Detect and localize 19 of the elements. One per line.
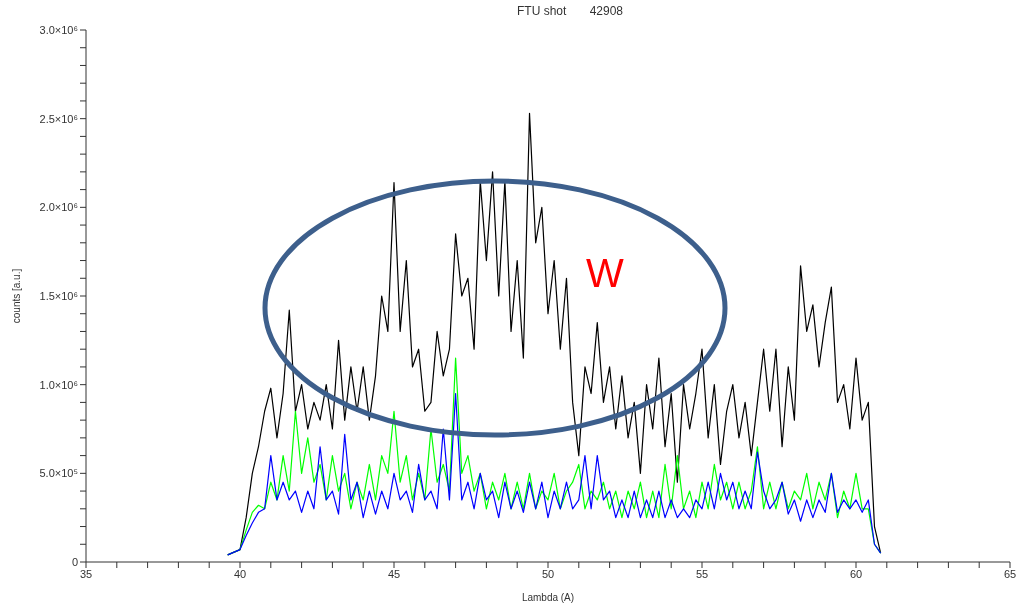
x-tick-label: 55 [695, 567, 709, 580]
y-tick-label: 1.0×10⁶ [39, 378, 78, 391]
chart-title: FTU shot 42908 [515, 4, 625, 18]
x-axis-title: Lambda (A) [521, 592, 575, 603]
x-tick-label: 60 [849, 567, 863, 580]
y-tick-label: 2.5×10⁶ [39, 112, 78, 125]
y-tick-label: 0 [71, 555, 78, 568]
y-tick-label: 1.5×10⁶ [39, 289, 78, 302]
x-tick-label: 45 [387, 567, 401, 580]
annotation: W [586, 251, 624, 296]
y-axis-title: counts [a.u.] [10, 268, 22, 324]
x-tick-label: 50 [541, 567, 555, 580]
y-tick-label: 5.0×10⁵ [39, 467, 78, 480]
x-tick-label: 65 [1003, 567, 1016, 580]
y-tick-label: 3.0×10⁶ [39, 23, 78, 36]
x-tick-label: 40 [233, 567, 247, 580]
y-tick-label: 2.0×10⁶ [39, 201, 78, 214]
line-series [227, 392, 882, 556]
x-tick-label: 35 [79, 567, 93, 580]
